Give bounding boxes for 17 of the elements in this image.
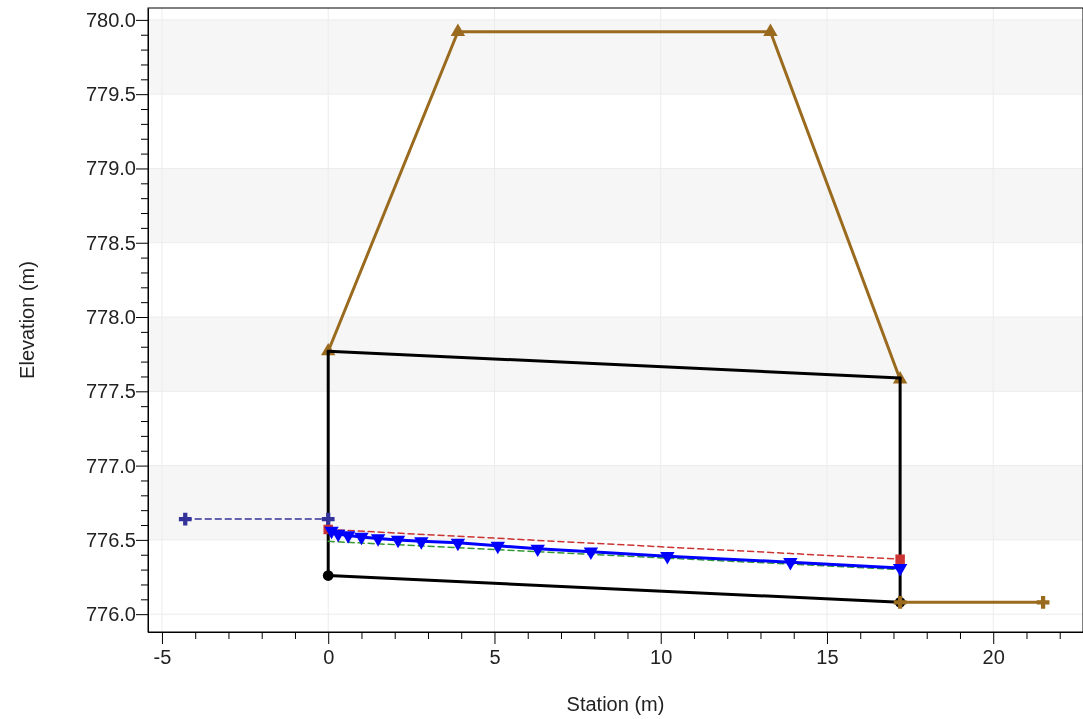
x-tick-label: 0 <box>323 646 335 668</box>
y-tick-label: 780.0 <box>85 8 136 31</box>
x-tick-label: 10 <box>650 646 673 668</box>
y-tick-label: 779.5 <box>85 83 136 106</box>
y-tick-label: 778.5 <box>85 231 136 254</box>
x-tick-label: 15 <box>816 646 839 668</box>
x-tick-label: 5 <box>489 646 501 668</box>
y-tick-label: 778.0 <box>85 305 136 328</box>
y-tick-label: 779.0 <box>85 157 136 180</box>
x-axis-title: Station (m) <box>566 693 665 715</box>
y-axis-title: Elevation (m) <box>16 261 38 379</box>
y-tick-label: 776.0 <box>85 603 136 626</box>
x-tick-label: 20 <box>982 646 1005 668</box>
x-tick-label: -5 <box>153 646 172 668</box>
y-tick-label: 777.5 <box>85 380 136 403</box>
y-tick-label: 777.0 <box>85 454 136 477</box>
y-tick-label: 776.5 <box>85 528 136 551</box>
